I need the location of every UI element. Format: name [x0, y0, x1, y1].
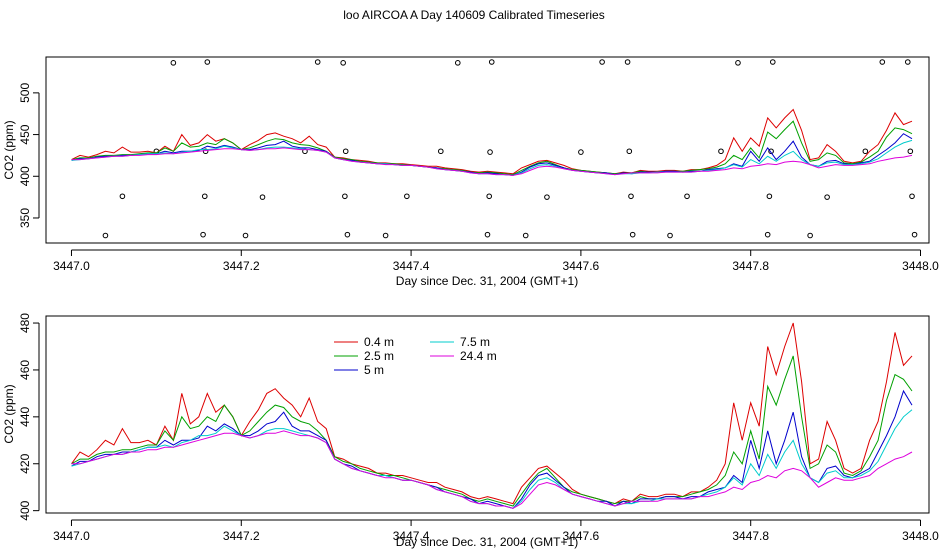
bottom-x-axis-label: Day since Dec. 31, 2004 (GMT+1): [396, 535, 578, 549]
top-series-line-2: [71, 133, 913, 176]
top-scatter-point: [487, 149, 493, 155]
top-x-axis-label: Day since Dec. 31, 2004 (GMT+1): [396, 274, 578, 288]
top-y-tick-label: 500: [18, 83, 32, 103]
top-scatter-point: [628, 193, 634, 200]
top-x-tick-label: 3447.8: [732, 259, 769, 273]
bottom-y-tick-label: 460: [18, 360, 32, 380]
top-series-line-4: [71, 147, 913, 176]
bottom-series-lines: [71, 322, 913, 509]
figure-title: loo AIRCOA A Day 140609 Calibrated Times…: [343, 8, 604, 22]
top-scatter-point: [382, 232, 389, 239]
top-scatter-point: [909, 193, 915, 200]
top-scatter-point: [119, 193, 126, 200]
top-series-line-3: [71, 139, 913, 176]
top-x-tick-label: 3447.6: [563, 259, 600, 273]
top-scatter-point: [904, 59, 911, 65]
bottom-y-axis-label: CO2 (ppm): [2, 384, 16, 443]
top-plot-frame: [45, 56, 930, 244]
bottom-x-tick-label: 3447.8: [732, 529, 769, 543]
top-scatter-point: [200, 231, 206, 238]
top-scatter-point: [768, 148, 774, 155]
bottom-series-line-1: [71, 355, 913, 507]
top-scatter-point: [629, 231, 636, 238]
top-scatter-point: [404, 193, 410, 200]
top-series-lines: [71, 108, 913, 176]
legend-label: 7.5 m: [460, 335, 490, 349]
legend-label: 5 m: [364, 363, 384, 377]
top-series-line-1: [71, 120, 913, 176]
top-scatter-point: [486, 193, 492, 200]
top-scatter-point: [314, 59, 321, 65]
bottom-y-tick-label: 480: [18, 313, 32, 333]
bottom-x-tick-label: 3447.0: [53, 529, 90, 543]
bottom-x-tick-label: 3447.6: [563, 529, 600, 543]
bottom-series-line-2: [71, 389, 913, 509]
top-scatter-point: [454, 60, 461, 66]
bottom-series-line-3: [71, 409, 913, 509]
top-scatter-point: [204, 59, 211, 65]
top-scatter-point: [879, 59, 886, 65]
top-x-tick-label: 3447.2: [223, 259, 260, 273]
legend-label: 24.4 m: [460, 349, 497, 363]
top-scatter-point: [764, 231, 771, 238]
top-scatter-point: [342, 193, 348, 200]
bottom-y-tick-label: 420: [18, 453, 32, 473]
top-scatter-point: [824, 194, 830, 200]
top-scatter-point: [438, 148, 444, 155]
top-x-tick-label: 3447.4: [393, 259, 430, 273]
bottom-x-axis: 3447.0 3447.2 3447.4 3447.6 3447.8 3448.0: [53, 519, 939, 543]
top-panel: 3447.0 3447.2 3447.4 3447.6 3447.8 3448.0 350…: [2, 56, 939, 288]
top-scatter-point: [201, 193, 208, 200]
top-scatter-point: [735, 60, 741, 66]
bottom-y-axis: 400 420 440 460 480: [18, 313, 40, 521]
top-scatter-point: [522, 232, 529, 239]
top-scatter-point: [259, 194, 266, 200]
top-scatter-point: [544, 194, 550, 200]
top-scatter-point: [340, 60, 346, 66]
bottom-series-line-0: [71, 322, 913, 505]
top-y-tick-label: 400: [18, 166, 32, 186]
legend-label: 2.5 m: [364, 349, 394, 363]
top-scatter-point: [807, 232, 813, 239]
top-y-axis-label: CO2 (ppm): [2, 120, 16, 179]
bottom-y-tick-label: 400: [18, 500, 32, 520]
top-scatter-point: [718, 148, 724, 155]
top-x-tick-label: 3447.0: [53, 259, 90, 273]
top-y-tick-label: 450: [18, 124, 32, 144]
legend: 0.4 m2.5 m5 m 7.5 m24.4 m: [334, 335, 497, 377]
top-scatter-point: [684, 193, 690, 200]
top-x-axis: 3447.0 3447.2 3447.4 3447.6 3447.8 3448.0: [53, 249, 939, 273]
bottom-plot-frame: [45, 315, 930, 514]
top-scatter-point: [626, 148, 633, 155]
top-scatter-point: [170, 60, 177, 66]
top-scatter-point: [242, 232, 249, 239]
bottom-series-line-4: [71, 430, 913, 509]
top-scatter-point: [766, 193, 773, 200]
top-scatter-point: [907, 148, 914, 155]
bottom-y-tick-label: 440: [18, 407, 32, 427]
bottom-x-tick-label: 3448.0: [902, 529, 939, 543]
top-scatter-point: [667, 232, 673, 239]
top-scatter-point: [488, 59, 495, 65]
bottom-x-tick-label: 3447.4: [393, 529, 430, 543]
top-scatter-points: [102, 59, 918, 239]
top-scatter-point: [911, 231, 918, 238]
top-scatter-point: [484, 231, 491, 238]
top-scatter-point: [578, 149, 584, 155]
top-scatter-point: [344, 231, 351, 238]
top-scatter-point: [102, 232, 109, 239]
top-y-axis: 350 400 450 500: [18, 83, 40, 228]
bottom-x-tick-label: 3447.2: [223, 529, 260, 543]
top-scatter-point: [342, 148, 349, 155]
top-x-tick-label: 3448.0: [902, 259, 939, 273]
top-series-line-0: [71, 108, 913, 175]
bottom-panel: 3447.0 3447.2 3447.4 3447.6 3447.8 3448.0 400…: [2, 313, 939, 549]
top-scatter-point: [624, 59, 631, 65]
top-scatter-point: [599, 59, 605, 65]
top-y-tick-label: 350: [18, 208, 32, 228]
legend-label: 0.4 m: [364, 335, 394, 349]
top-scatter-point: [769, 59, 776, 65]
top-scatter-point: [862, 148, 869, 155]
